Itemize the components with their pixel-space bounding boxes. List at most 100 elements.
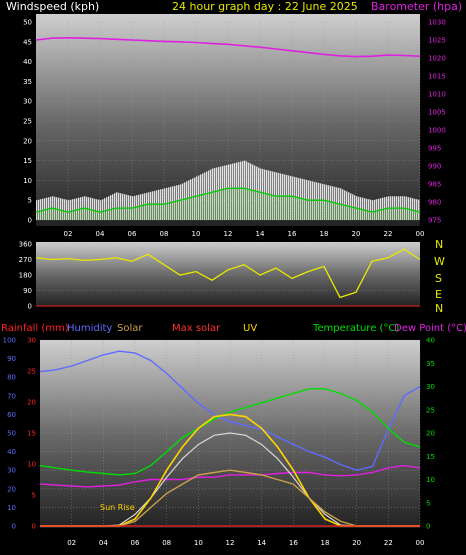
x-tick-label: 00 <box>416 230 425 238</box>
rainfall-tick-label: 15 <box>27 430 36 438</box>
wind-bar <box>374 211 376 220</box>
wind-bar <box>368 211 370 220</box>
wind-bar <box>82 208 84 220</box>
wind-bar <box>216 191 218 220</box>
wind-bar <box>220 190 222 220</box>
wind-bar <box>56 209 58 220</box>
wind-bar <box>188 198 190 220</box>
legend-dew-point: Dew Point (°C) <box>394 323 466 334</box>
wind-bar <box>160 204 162 220</box>
gust-bar <box>98 199 100 220</box>
wind-bar <box>378 210 380 220</box>
wind-bar <box>244 188 246 220</box>
wind-bar <box>174 201 176 220</box>
wind-bar <box>252 190 254 220</box>
legend-humidity: Humidity <box>67 323 112 334</box>
wind-bar <box>118 208 120 220</box>
gust-bar <box>90 197 92 220</box>
wind-bar <box>86 208 88 220</box>
x-tick-label: 08 <box>162 539 171 547</box>
x-tick-label: 18 <box>320 230 329 238</box>
wind-bar <box>176 201 178 220</box>
wind-panel-lines <box>35 36 421 213</box>
wind-bar <box>270 194 272 220</box>
wind-bar <box>416 211 418 220</box>
wind-bar <box>144 205 146 220</box>
barometer-tick-label: 1000 <box>428 127 446 135</box>
wind-bar <box>388 208 390 220</box>
barometer-tick-label: 980 <box>428 199 441 207</box>
gust-bar <box>110 195 112 220</box>
x-tick-label: 14 <box>256 230 265 238</box>
wind-bar <box>226 188 228 220</box>
x-tick-label: 20 <box>352 539 361 547</box>
wind-bar <box>234 188 236 220</box>
wind-bar <box>406 208 408 220</box>
wind-bar <box>110 209 112 220</box>
wind-bar <box>146 204 148 220</box>
wind-bar <box>310 200 312 220</box>
wind-bar <box>296 197 298 220</box>
legend-rainfall: Rainfall (mm) <box>1 323 69 334</box>
wind-bar <box>156 204 158 220</box>
gust-bar <box>68 200 70 220</box>
wind-bar <box>148 204 150 220</box>
gust-bar <box>108 196 110 220</box>
wind-bar <box>276 196 278 220</box>
wind-bar <box>206 193 208 220</box>
wind-bar <box>182 199 184 220</box>
legend-solar: Solar <box>117 323 143 334</box>
x-tick-label: 22 <box>384 539 393 547</box>
wind-bar <box>284 196 286 220</box>
wind-direction-panel: 0 90 180 270 360 N W S E N <box>19 238 445 315</box>
wind-bar <box>166 203 168 220</box>
wind-bar <box>228 188 230 220</box>
wind-bar <box>114 208 116 220</box>
gust-bar <box>116 192 118 220</box>
compass-n-bottom: N <box>435 302 443 315</box>
direction-tick-label: 180 <box>19 272 32 280</box>
direction-panel-background <box>36 242 420 306</box>
wind-bar <box>342 204 344 220</box>
gust-bar <box>64 199 66 220</box>
gust-bar <box>374 199 376 220</box>
direction-tick-label: 270 <box>19 256 32 264</box>
gust-bar <box>416 199 418 220</box>
wind-bar <box>328 201 330 220</box>
wind-bar <box>358 208 360 220</box>
wind-bar <box>36 212 38 220</box>
legend-uv: UV <box>243 323 257 334</box>
wind-bar <box>66 211 68 220</box>
x-tick-label: 00 <box>416 539 425 547</box>
wind-bar <box>302 198 304 220</box>
wind-bar <box>340 204 342 220</box>
wind-bar <box>360 209 362 220</box>
wind-bar <box>58 209 60 220</box>
gust-bar <box>104 198 106 220</box>
wind-bar <box>274 195 276 220</box>
wind-bar <box>48 209 50 220</box>
wind-bar <box>322 200 324 220</box>
wind-direction-line <box>35 248 421 299</box>
wind-bar <box>384 209 386 220</box>
x-tick-label: 16 <box>288 230 297 238</box>
wind-bar <box>78 209 80 220</box>
barometer-tick-label: 1005 <box>428 109 446 117</box>
wind-tick-label: 30 <box>23 98 32 106</box>
wind-bar <box>254 190 256 220</box>
wind-bar <box>336 203 338 220</box>
x-tick-label: 10 <box>192 230 201 238</box>
rainfall-tick-label: 20 <box>27 399 36 407</box>
wind-bar <box>92 210 94 220</box>
x-tick-label: 14 <box>257 539 266 547</box>
barometer-tick-label: 1020 <box>428 55 446 63</box>
humidity-tick-label: 50 <box>7 430 16 438</box>
humidity-tick-label: 40 <box>7 448 16 456</box>
wind-bar <box>208 193 210 220</box>
gust-bar <box>112 194 114 220</box>
wind-bar <box>288 196 290 220</box>
gust-bar <box>410 197 412 220</box>
temperature-tick-label: 40 <box>426 337 435 345</box>
wind-bar <box>164 204 166 220</box>
humidity-tick-label: 20 <box>7 485 16 493</box>
